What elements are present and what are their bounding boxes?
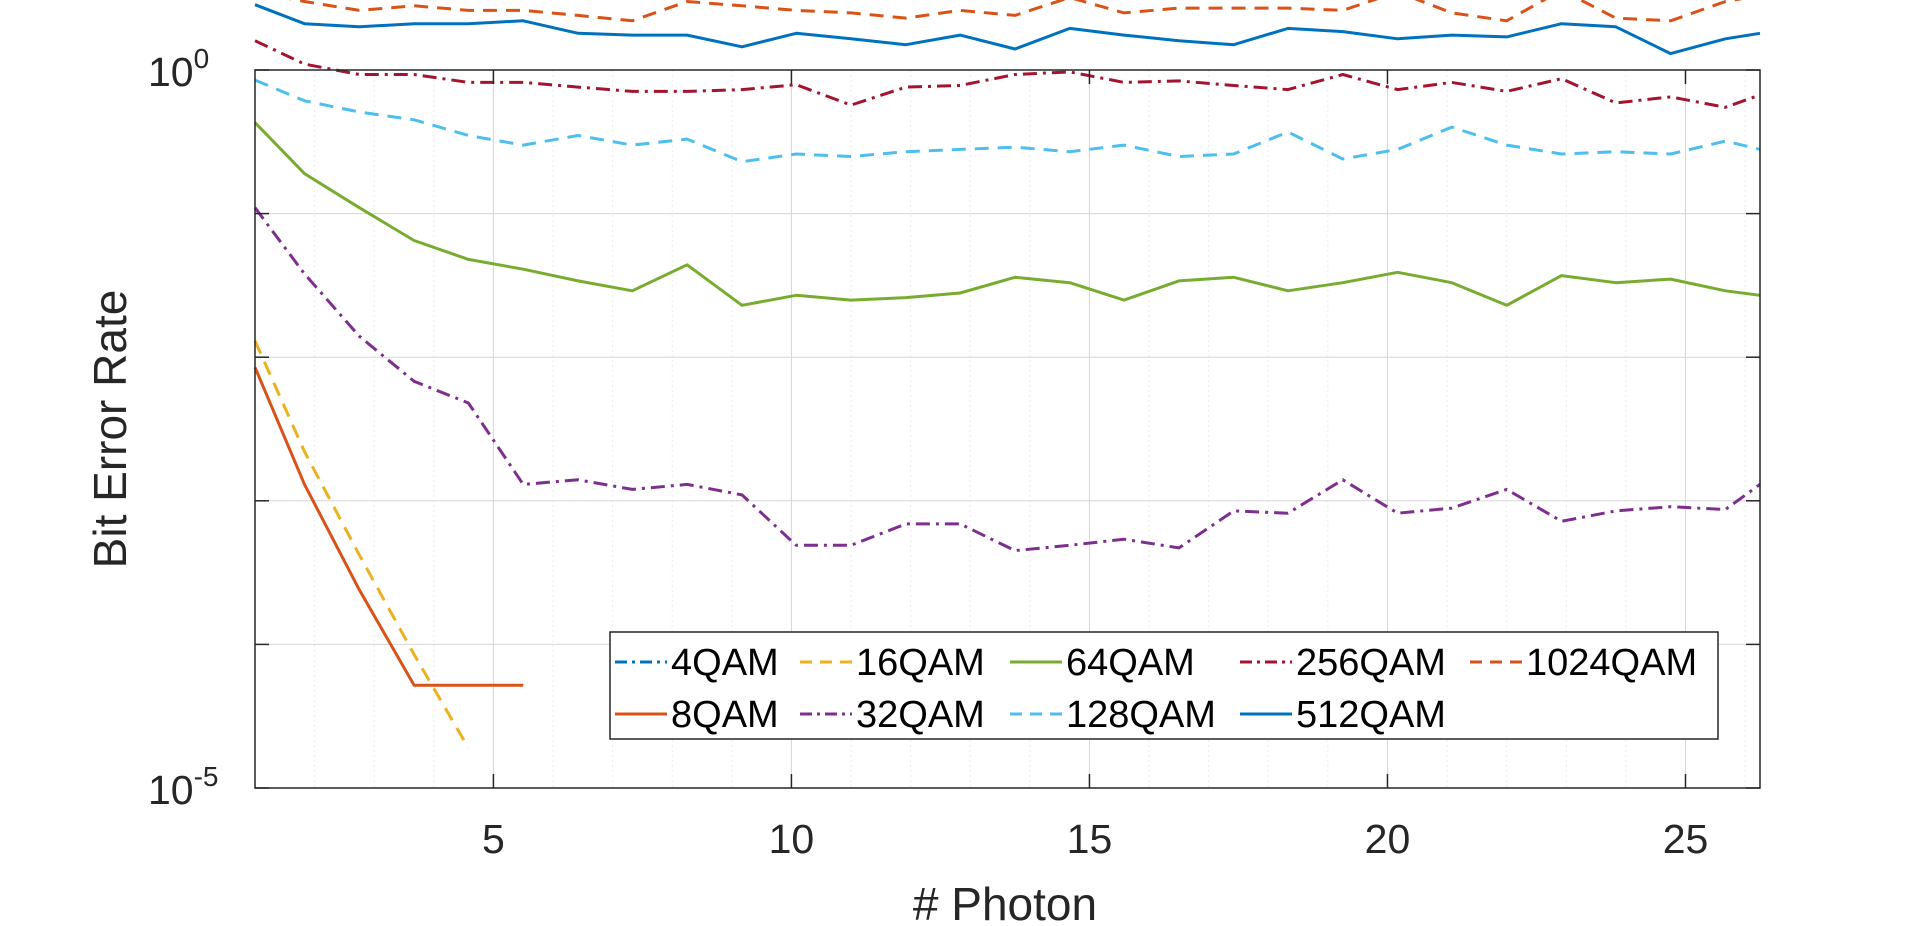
series-line-8qam [253,366,524,687]
series-line-512qam [254,3,1761,56]
y-axis-label: Bit Error Rate [84,290,136,569]
series-line-64qam [253,121,1761,307]
x-axis-label: # Photon [913,878,1097,926]
series-lines [253,0,1761,749]
legend: 4QAM 8QAM 16QAM 32QAM 64QAM 128QAM 256QAM 512QA… [609,631,1719,740]
legend-label-256qam: 256QAM [1296,642,1446,684]
y-tick-labels: 10-5 100 [148,43,219,813]
legend-label-4qam: 4QAM [671,642,779,684]
series-line-16qam [253,340,470,749]
legend-label-512qam: 512QAM [1296,694,1446,736]
y-tick-label: 10-5 [148,761,219,813]
legend-label-64qam: 64QAM [1066,642,1195,684]
series-line-256qam [254,39,1761,109]
axis-ticks [255,69,1760,789]
series-line-128qam [254,78,1761,164]
legend-box [609,631,1719,740]
legend-label-128qam: 128QAM [1066,694,1216,736]
x-tick-label: 5 [482,816,505,862]
x-tick-label: 10 [769,816,815,862]
series-line-32qam [253,206,1761,553]
legend-label-32qam: 32QAM [856,694,985,736]
y-tick-label: 100 [148,43,209,95]
legend-label-8qam: 8QAM [671,694,779,736]
series-line-1024qam [288,0,1743,23]
x-tick-label: 25 [1663,816,1709,862]
legend-label-1024qam: 1024QAM [1526,642,1697,684]
legend-label-16qam: 16QAM [856,642,985,684]
x-tick-label: 15 [1067,816,1113,862]
plot-frame [254,69,1761,789]
x-tick-labels: 5 10 15 20 25 [482,816,1708,862]
x-tick-label: 20 [1365,816,1411,862]
